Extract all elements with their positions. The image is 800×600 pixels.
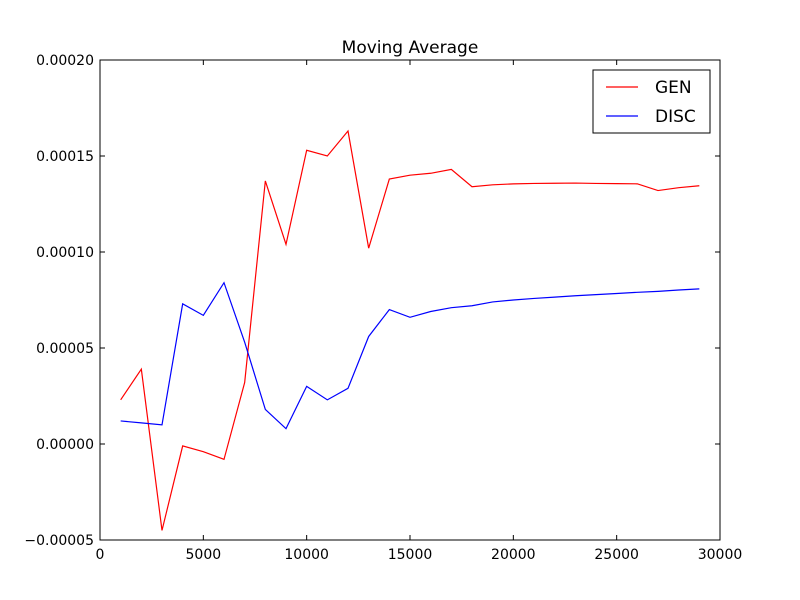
ticks-layer: 0 5000 10000 15000 20000 25000 30000 −0.00005 0.… (24, 53, 742, 563)
x-tick-label: 0 (96, 547, 105, 563)
y-tick-label: 0.00000 (36, 437, 94, 453)
series-layer (120, 129, 700, 531)
x-tick-label: 5000 (186, 547, 222, 563)
x-tick-label: 30000 (698, 547, 743, 563)
y-tick-label: 0.00015 (36, 149, 94, 165)
series-line-disc (120, 281, 700, 430)
legend-label-disc: DISC (655, 107, 696, 127)
legend-box (592, 69, 711, 134)
y-tick-label: 0.00010 (36, 245, 94, 261)
x-tick-label: 15000 (388, 547, 433, 563)
x-tick-label: 25000 (594, 547, 639, 563)
x-tick-label: 10000 (284, 547, 329, 563)
y-tick-label: 0.00020 (36, 53, 94, 69)
x-tick-label: 20000 (491, 547, 536, 563)
y-tick-label: −0.00005 (24, 533, 94, 549)
legend: GEN DISC (592, 69, 711, 134)
series-line-gen (120, 129, 700, 531)
legend-label-gen: GEN (655, 78, 692, 98)
y-tick-label: 0.00005 (36, 341, 94, 357)
chart-title: Moving Average (342, 38, 479, 58)
